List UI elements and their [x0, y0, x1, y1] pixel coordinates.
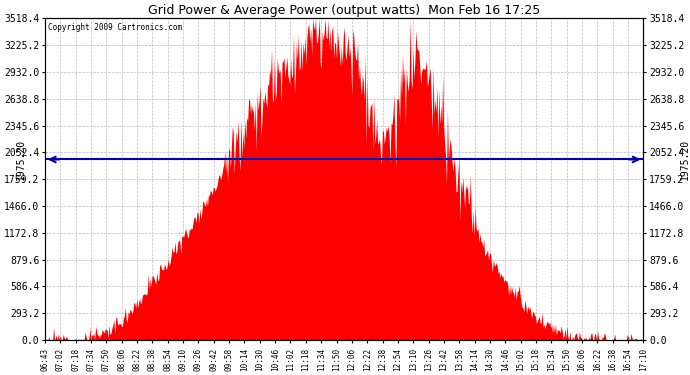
Title: Grid Power & Average Power (output watts)  Mon Feb 16 17:25: Grid Power & Average Power (output watts… — [148, 4, 540, 17]
Text: 1975.20: 1975.20 — [16, 139, 26, 180]
Text: 1975.20: 1975.20 — [680, 139, 690, 180]
Text: Copyright 2009 Cartronics.com: Copyright 2009 Cartronics.com — [48, 23, 182, 32]
